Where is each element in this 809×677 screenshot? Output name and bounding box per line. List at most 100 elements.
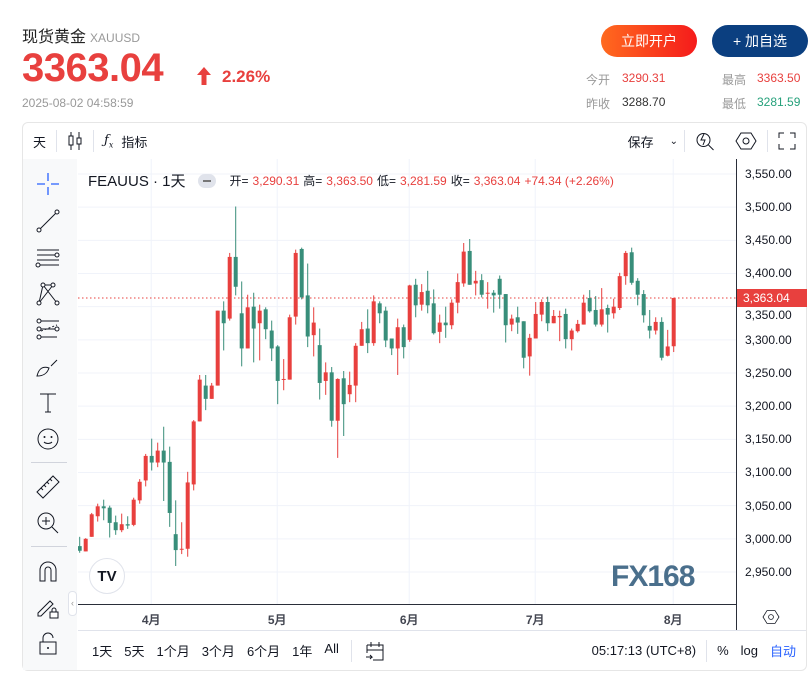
range-button[interactable]: 1个月: [156, 644, 190, 659]
candle-up: [89, 514, 94, 537]
legend-close-label: 收=: [450, 174, 470, 188]
brush-icon[interactable]: [35, 354, 61, 380]
candle-down: [413, 284, 418, 306]
price-tick-label: 3,100.00: [745, 465, 792, 480]
candle-down: [383, 310, 388, 341]
candle-up: [95, 506, 100, 517]
candle-down: [647, 325, 652, 331]
zoom-in-icon[interactable]: [35, 510, 61, 536]
range-button[interactable]: 1天: [92, 644, 113, 659]
lock-drawings-icon[interactable]: [35, 595, 61, 621]
candle-up: [227, 256, 232, 319]
add-watchlist-button[interactable]: + 加自选: [712, 25, 808, 57]
horizontal-lines-icon[interactable]: [35, 244, 61, 270]
change-percent: 2.26%: [222, 67, 271, 86]
price-tick-label: 3,350.00: [745, 308, 792, 322]
save-button[interactable]: 保存: [618, 123, 664, 159]
price-axis[interactable]: 3,550.00 3,500.00 3,450.00 3,400.00 3,350.00…: [736, 159, 807, 630]
candle-up: [395, 327, 400, 349]
candle-up: [455, 282, 460, 303]
legend-low: 3,281.59: [400, 173, 447, 188]
candle-up: [437, 322, 442, 332]
candle-up: [557, 315, 562, 318]
candle-up: [449, 302, 454, 326]
price-tick-label: 3,250.00: [745, 365, 792, 380]
candle-up: [185, 482, 190, 549]
instrument-title: 现货黄金 XAUUSD: [22, 23, 140, 47]
candle-down: [563, 313, 568, 340]
range-buttons: 1天 5天 1个月 3个月 6个月 1年 All: [78, 641, 345, 660]
candle-up: [281, 378, 286, 380]
candle-up: [293, 252, 298, 317]
collapse-toolbar-button[interactable]: ‹: [68, 591, 77, 616]
text-icon[interactable]: [35, 390, 61, 416]
divider: [684, 130, 685, 152]
fib-icon[interactable]: [35, 317, 61, 343]
instrument-symbol: XAUUSD: [90, 31, 141, 45]
candle-down: [233, 256, 238, 287]
ruler-icon[interactable]: [35, 474, 61, 500]
open-account-button[interactable]: 立即开户: [601, 25, 697, 57]
axis-settings-icon[interactable]: [762, 609, 780, 625]
drawing-toolbar: [23, 159, 77, 670]
interval-button[interactable]: 天: [33, 134, 47, 150]
low-value: 3281.59: [757, 95, 801, 109]
candle-down: [497, 278, 502, 295]
candle-up: [485, 292, 490, 294]
emoji-icon[interactable]: [35, 426, 61, 452]
chart-type-button[interactable]: [57, 123, 93, 159]
log-toggle[interactable]: log: [740, 643, 758, 658]
fullscreen-button[interactable]: [768, 123, 806, 159]
candle-down: [593, 309, 598, 325]
price-tick-label: 3,300.00: [745, 332, 792, 347]
trend-line-icon[interactable]: [35, 208, 61, 234]
candle-down: [167, 461, 172, 513]
candle-up: [191, 421, 196, 485]
clock[interactable]: 05:17:13 (UTC+8): [591, 643, 697, 658]
legend-toggle-button[interactable]: [197, 173, 216, 188]
range-button[interactable]: 5天: [124, 644, 145, 659]
instrument-name: 现货黄金: [22, 29, 87, 46]
percent-toggle[interactable]: %: [717, 643, 729, 658]
legend-symbol: FEAUUS · 1天: [88, 173, 186, 190]
tradingview-logo[interactable]: TV: [89, 558, 125, 594]
divider: [93, 130, 95, 152]
divider: [56, 130, 58, 152]
magnet-icon[interactable]: [35, 559, 61, 585]
candle-up: [581, 302, 586, 325]
range-button[interactable]: All: [324, 641, 339, 656]
candle-up: [671, 298, 676, 347]
range-button[interactable]: 3个月: [201, 644, 235, 659]
divider: [350, 639, 352, 662]
goto-date-icon[interactable]: [364, 640, 386, 662]
divider: [706, 639, 708, 662]
candle-up: [419, 292, 424, 305]
candle-up: [617, 276, 622, 308]
candle-up: [569, 330, 574, 340]
time-tick-label: 7月: [525, 613, 545, 627]
auto-toggle[interactable]: 自动: [769, 644, 796, 659]
legend-high-label: 高=: [303, 174, 323, 188]
unlock-icon[interactable]: [35, 631, 61, 657]
fx-icon: ƒx: [104, 132, 114, 150]
range-button[interactable]: 1年: [292, 644, 313, 659]
range-button[interactable]: 6个月: [246, 644, 281, 659]
candlestick-chart[interactable]: [78, 159, 736, 604]
save-dropdown[interactable]: ⌄: [664, 123, 684, 159]
candle-down: [263, 309, 268, 330]
pattern-icon[interactable]: [35, 281, 61, 307]
settings-button[interactable]: [725, 123, 767, 159]
crosshair-icon[interactable]: [35, 171, 61, 197]
quick-search-button[interactable]: [685, 123, 725, 159]
settings-hexagon-icon: [735, 132, 757, 150]
time-tick-label: 6月: [399, 613, 419, 627]
candle-down: [659, 321, 664, 358]
candle-up: [533, 313, 538, 339]
time-axis[interactable]: 4月 5月 6月 7月 8月: [78, 604, 736, 630]
candle-up: [83, 538, 88, 552]
price-tick-label: 3,400.00: [745, 266, 792, 281]
candle-down: [317, 345, 322, 383]
candle-down: [239, 313, 244, 349]
prev-close-label: 昨收: [586, 97, 611, 111]
indicators-button[interactable]: ƒx 指标: [94, 123, 157, 159]
